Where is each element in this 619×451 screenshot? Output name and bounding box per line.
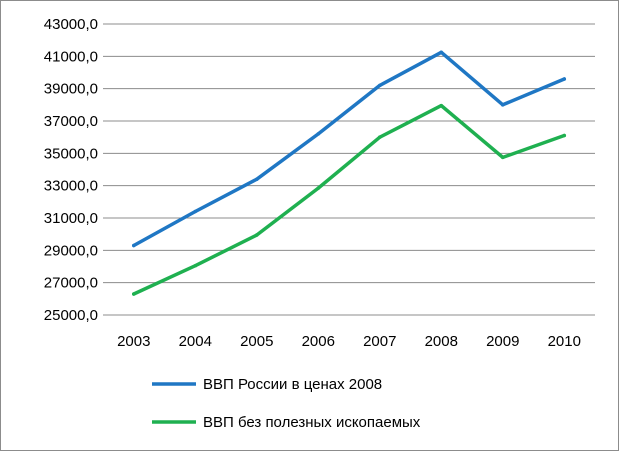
data-point <box>378 135 382 139</box>
legend: ВВП России в ценах 2008 ВВП без полезных … <box>152 376 421 431</box>
data-point <box>439 50 443 55</box>
x-tick-label: 2010 <box>548 333 581 350</box>
y-tick-label: 33000,0 <box>44 178 98 195</box>
data-point <box>562 77 566 81</box>
data-point <box>132 243 136 248</box>
x-tick-label: 2005 <box>240 333 273 350</box>
x-tick-label: 2003 <box>117 333 150 350</box>
y-axis-ticks: 25000,0 27000,0 29000,0 31000,0 33000,0 35000… <box>44 16 98 324</box>
data-point <box>316 186 320 190</box>
data-point <box>255 177 259 181</box>
series-line-1 <box>132 50 567 248</box>
y-tick-label: 39000,0 <box>44 81 98 98</box>
y-tick-label: 29000,0 <box>44 242 98 259</box>
x-tick-label: 2009 <box>486 333 519 350</box>
data-point <box>255 233 259 237</box>
series-lines <box>132 50 567 296</box>
data-point <box>193 263 197 268</box>
y-tick-label: 41000,0 <box>44 48 98 65</box>
series-line-2 <box>132 103 567 296</box>
y-tick-label: 43000,0 <box>44 16 98 33</box>
data-point <box>501 103 505 107</box>
gridlines <box>103 23 595 316</box>
y-tick-label: 31000,0 <box>44 210 98 227</box>
data-point <box>316 132 320 136</box>
data-point <box>501 155 505 160</box>
legend-label: ВВП без полезных ископаемых <box>203 414 421 431</box>
legend-label: ВВП России в ценах 2008 <box>203 376 382 393</box>
data-point <box>378 83 382 88</box>
x-tick-label: 2004 <box>179 333 212 350</box>
x-tick-label: 2007 <box>363 333 396 350</box>
x-tick-label: 2008 <box>425 333 458 350</box>
y-tick-label: 27000,0 <box>44 275 98 292</box>
y-tick-label: 35000,0 <box>44 145 98 162</box>
y-tick-label: 37000,0 <box>44 113 98 130</box>
data-point <box>193 209 197 214</box>
y-tick-label: 25000,0 <box>44 307 98 324</box>
data-point <box>562 133 566 138</box>
data-point <box>439 103 443 108</box>
x-axis-ticks: 2003 2004 2005 2006 2007 2008 2009 2010 <box>117 333 581 350</box>
data-point <box>132 292 136 296</box>
x-tick-label: 2006 <box>302 333 335 350</box>
